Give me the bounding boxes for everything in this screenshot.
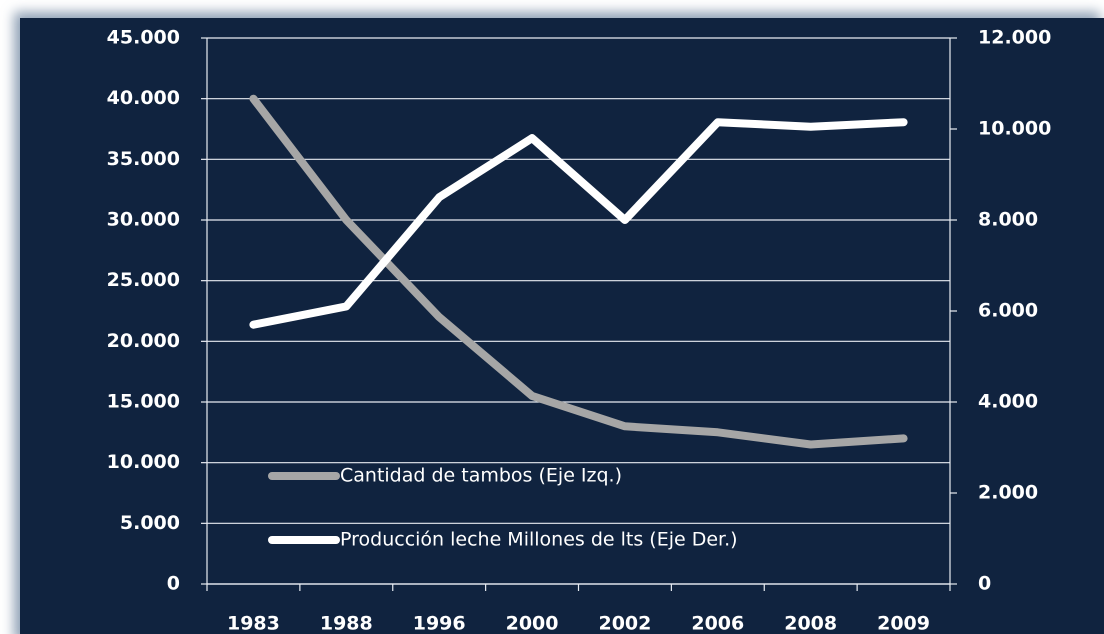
y2-tick-label: 0: [978, 573, 991, 595]
x-tick-label: 1996: [413, 613, 466, 634]
legend-label: Producción leche Millones de lts (Eje De…: [340, 529, 738, 551]
y-tick-label: 25.000: [107, 269, 180, 291]
y-tick-label: 20.000: [107, 330, 180, 352]
y-tick-label: 10.000: [107, 451, 180, 473]
x-tick-label: 2009: [877, 613, 930, 634]
y-tick-label: 35.000: [107, 148, 180, 170]
y-tick-label: 40.000: [107, 87, 180, 109]
y-tick-label: 15.000: [107, 391, 180, 413]
y-tick-label: 5.000: [120, 512, 180, 534]
x-tick-label: 2006: [691, 613, 744, 634]
legend-label: Cantidad de tambos (Eje Izq.): [340, 465, 622, 487]
x-tick-label: 1988: [320, 613, 373, 634]
y2-tick-label: 4.000: [978, 391, 1038, 413]
x-tick-label: 2002: [598, 613, 651, 634]
y-tick-label: 45.000: [107, 27, 180, 49]
y-tick-label: 0: [167, 573, 180, 595]
x-tick-label: 2008: [784, 613, 837, 634]
x-tick-label: 2000: [506, 613, 559, 634]
x-tick-label: 1983: [227, 613, 280, 634]
y2-tick-label: 2.000: [978, 482, 1038, 504]
line-series: [249, 118, 908, 329]
y2-tick-label: 6.000: [978, 300, 1038, 322]
y2-tick-label: 12.000: [978, 27, 1051, 49]
line-series: [249, 94, 908, 449]
panel: [20, 18, 1104, 634]
y2-tick-label: 8.000: [978, 209, 1038, 231]
y2-tick-label: 10.000: [978, 118, 1051, 140]
y-tick-label: 30.000: [107, 209, 180, 231]
